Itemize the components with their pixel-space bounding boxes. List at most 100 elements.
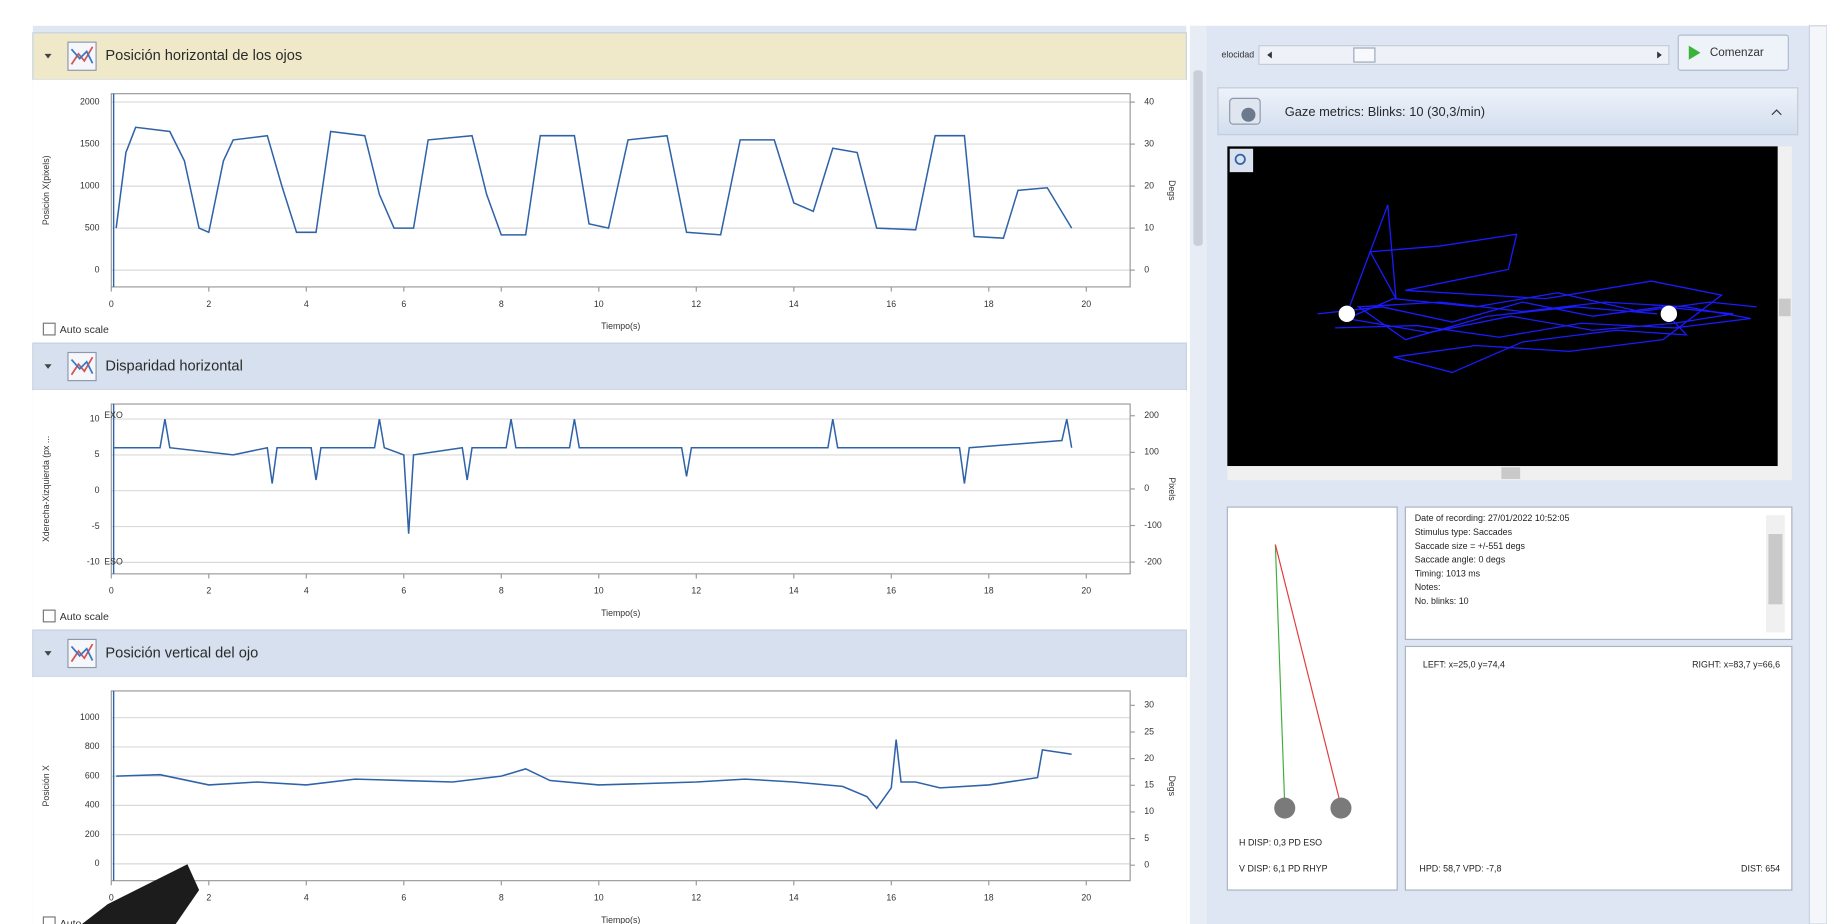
info-line: Notes: <box>1415 582 1441 592</box>
y2-tick-label: -200 <box>1144 556 1162 566</box>
x-tick-label: 6 <box>401 586 406 596</box>
left-eye-position: LEFT: x=25,0 y=74,4 <box>1423 660 1505 670</box>
start-button-label[interactable]: Comenzar <box>1710 46 1764 59</box>
hpd-vpd: HPD: 58,7 VPD: -7,8 <box>1419 863 1501 873</box>
speed-slider[interactable] <box>1259 46 1669 65</box>
info-line: Date of recording: 27/01/2022 10:52:05 <box>1415 513 1570 523</box>
x-tick-label: 12 <box>691 893 701 903</box>
y-tick-label: 5 <box>95 449 100 459</box>
gaze-title: Gaze metrics: Blinks: 10 (30,3/min) <box>1285 104 1485 119</box>
x-tick-label: 20 <box>1081 586 1091 596</box>
gaze-canvas <box>1227 146 1777 466</box>
x-tick-label: 4 <box>304 893 309 903</box>
x-tick-label: 6 <box>401 299 406 309</box>
annotation: ESO <box>104 556 123 566</box>
y2-tick-label: 0 <box>1144 860 1149 870</box>
zoom-button[interactable] <box>1230 149 1253 172</box>
x-tick-label: 6 <box>401 893 406 903</box>
y-tick-label: 600 <box>85 770 100 780</box>
v-disp: V DISP: 6,1 PD RHYP <box>1239 863 1328 873</box>
scrollbar-thumb[interactable] <box>1193 70 1202 246</box>
charts: Posición horizontal de los ojos050010001… <box>33 33 1187 924</box>
right-edge <box>1809 26 1827 924</box>
x-tick-label: 14 <box>789 893 799 903</box>
y-tick-label: 400 <box>85 800 100 810</box>
y2-tick-label: -100 <box>1144 520 1162 530</box>
annotation: EXO <box>104 410 123 420</box>
x-tick-label: 16 <box>886 893 896 903</box>
x-tick-label: 16 <box>886 299 896 309</box>
y2-tick-label: 10 <box>1144 222 1154 232</box>
x-tick-label: 18 <box>984 893 994 903</box>
x-tick-label: 8 <box>499 299 504 309</box>
h-scroll-thumb[interactable] <box>1501 467 1520 479</box>
x-axis-label: Tiempo(s) <box>601 321 640 331</box>
screen: elocidad Comenzar Gaze metrics: Blinks: … <box>0 0 1827 924</box>
y-axis-label: Posición X(pixels) <box>41 155 51 225</box>
x-tick-label: 4 <box>304 586 309 596</box>
section-title: Posición vertical del ojo <box>105 645 258 661</box>
page: elocidad Comenzar Gaze metrics: Blinks: … <box>0 0 1827 924</box>
info-scroll-thumb[interactable] <box>1768 534 1782 604</box>
y-tick-label: 10 <box>90 413 100 423</box>
y-tick-label: 1000 <box>80 180 100 190</box>
info-line: No. blinks: 10 <box>1415 596 1469 606</box>
x-tick-label: 18 <box>984 586 994 596</box>
x-tick-label: 2 <box>206 586 211 596</box>
x-tick-label: 20 <box>1081 893 1091 903</box>
y-tick-label: 1500 <box>80 138 100 148</box>
y-tick-label: 500 <box>85 222 100 232</box>
x-tick-label: 16 <box>886 586 896 596</box>
x-tick-label: 2 <box>206 299 211 309</box>
info-line: Saccade angle: 0 degs <box>1415 555 1506 565</box>
x-tick-label: 4 <box>304 299 309 309</box>
disparity-box <box>1227 507 1397 890</box>
metrics-box <box>1405 646 1791 890</box>
autoscale-label: Auto scale <box>60 611 109 623</box>
y2-tick-label: 30 <box>1144 138 1154 148</box>
y2-tick-label: 20 <box>1144 180 1154 190</box>
y2-tick-label: 5 <box>1144 833 1149 843</box>
x-tick-label: 12 <box>691 299 701 309</box>
autoscale-checkbox[interactable] <box>43 917 55 924</box>
x-tick-label: 10 <box>594 299 604 309</box>
eye-icon-pupil <box>1241 108 1255 122</box>
y2-tick-label: 25 <box>1144 726 1154 736</box>
x-tick-label: 0 <box>109 893 114 903</box>
y-tick-label: 0 <box>95 264 100 274</box>
chart-area <box>33 677 1187 924</box>
x-tick-label: 10 <box>594 893 604 903</box>
right-eye-position: RIGHT: x=83,7 y=66,6 <box>1692 660 1780 670</box>
section-title: Posición horizontal de los ojos <box>105 48 302 64</box>
y-axis-label: Posición X <box>41 765 51 807</box>
speed-label: elocidad <box>1222 49 1255 59</box>
info-line: Stimulus type: Saccades <box>1415 527 1513 537</box>
y2-tick-label: 30 <box>1144 700 1154 710</box>
x-tick-label: 20 <box>1081 299 1091 309</box>
chart-panel: Posición horizontal de los ojos 0 500 1000 1… <box>33 33 1187 343</box>
x-tick-label: 0 <box>109 586 114 596</box>
chart-panel: Disparidad horizontal-10-50510-200-10001… <box>33 343 1187 630</box>
autoscale-checkbox[interactable] <box>43 610 55 622</box>
x-axis-label: Tiempo(s) <box>601 608 640 618</box>
chart-panel: Posición vertical del ojo020040060080010… <box>33 630 1187 924</box>
info-line: Timing: 1013 ms <box>1415 568 1481 578</box>
autoscale-label: Auto scale <box>60 324 109 336</box>
y-tick-label: 0 <box>95 485 100 495</box>
y2-tick-label: 0 <box>1144 483 1149 493</box>
left-eye <box>1274 798 1295 819</box>
y-tick-label: 200 <box>85 829 100 839</box>
v-scroll-thumb[interactable] <box>1779 299 1791 317</box>
x-tick-label: 8 <box>499 586 504 596</box>
x-axis-label: Tiempo(s) <box>601 915 640 924</box>
y-axis-label: Xderecha-Xizquierda (px ... <box>41 436 51 542</box>
x-tick-label: 10 <box>594 586 604 596</box>
slider-thumb[interactable] <box>1354 48 1375 62</box>
left-target <box>1339 306 1355 322</box>
h-disp: H DISP: 0,3 PD ESO <box>1239 838 1322 848</box>
right-eye <box>1330 798 1351 819</box>
right-target <box>1661 306 1677 322</box>
y2-axis-label: Degs <box>1167 776 1177 797</box>
autoscale-checkbox[interactable] <box>43 323 55 335</box>
y2-tick-label: 100 <box>1144 447 1159 457</box>
